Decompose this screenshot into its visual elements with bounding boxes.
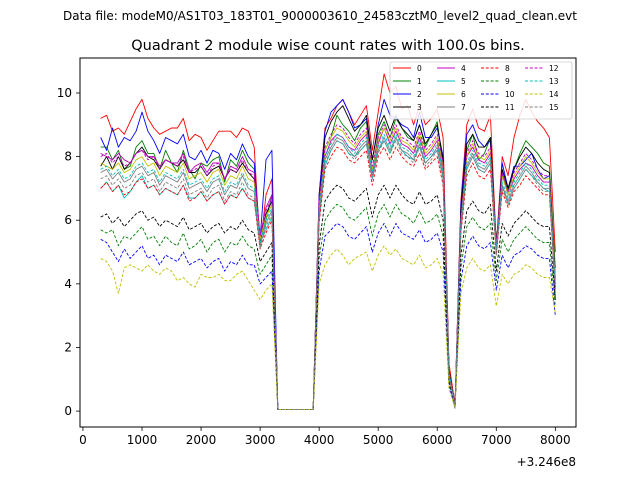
series-line-7 bbox=[100, 137, 556, 410]
legend-label-8: 8 bbox=[505, 64, 510, 73]
series-line-9 bbox=[100, 203, 556, 410]
series-line-11 bbox=[100, 184, 556, 410]
legend-label-3: 3 bbox=[417, 103, 422, 112]
legend-frame bbox=[389, 61, 573, 120]
legend-label-4: 4 bbox=[461, 64, 466, 73]
legend-label-7: 7 bbox=[461, 103, 466, 112]
series-line-15 bbox=[100, 140, 556, 410]
chart-title: Quadrant 2 module wise count rates with … bbox=[131, 38, 525, 54]
legend-label-2: 2 bbox=[417, 90, 422, 99]
y-tick-label: 2 bbox=[64, 340, 72, 354]
y-tick-label: 0 bbox=[64, 404, 72, 418]
x-tick-label: 7000 bbox=[481, 433, 512, 447]
legend-label-15: 15 bbox=[549, 103, 559, 112]
legend-label-11: 11 bbox=[505, 103, 515, 112]
series-line-6 bbox=[100, 127, 556, 410]
series-line-14 bbox=[100, 245, 556, 410]
x-tick-label: 3000 bbox=[245, 433, 276, 447]
legend-label-13: 13 bbox=[549, 77, 559, 86]
plot-area: 0 1000 2000 3000 4000 5000 6000 7000 8000 0 2 4 6 8 1… bbox=[57, 57, 577, 447]
y-tick-label: 4 bbox=[64, 277, 72, 291]
legend-label-14: 14 bbox=[549, 90, 559, 99]
x-tick-label: 2000 bbox=[186, 433, 217, 447]
x-tick-label: 1000 bbox=[127, 433, 158, 447]
legend-label-1: 1 bbox=[417, 77, 422, 86]
series-layer bbox=[100, 73, 556, 410]
y-tick-label: 8 bbox=[64, 150, 72, 164]
x-offset-label: +3.246e8 bbox=[517, 455, 576, 469]
series-line-2 bbox=[100, 98, 556, 410]
legend-label-6: 6 bbox=[461, 90, 466, 99]
y-tick-label: 6 bbox=[64, 213, 72, 227]
figure-suptitle: Data file: modeM0/AS1T03_183T01_90000036… bbox=[63, 9, 577, 23]
x-tick-label: 6000 bbox=[422, 433, 453, 447]
series-line-8 bbox=[100, 146, 556, 410]
legend-label-9: 9 bbox=[505, 77, 510, 86]
legend-label-10: 10 bbox=[505, 90, 515, 99]
legend-label-0: 0 bbox=[417, 64, 422, 73]
legend-label-12: 12 bbox=[549, 64, 559, 73]
series-line-0 bbox=[100, 73, 556, 410]
series-line-13 bbox=[100, 133, 556, 410]
x-tick-label: 4000 bbox=[304, 433, 335, 447]
x-tick-label: 5000 bbox=[363, 433, 394, 447]
series-line-10 bbox=[100, 222, 556, 410]
legend-label-5: 5 bbox=[461, 77, 466, 86]
series-line-12 bbox=[100, 124, 556, 410]
y-tick-label: 10 bbox=[57, 86, 72, 100]
x-tick-label: 0 bbox=[79, 433, 87, 447]
series-line-4 bbox=[100, 127, 556, 410]
x-axis: 0 1000 2000 3000 4000 5000 6000 7000 8000 bbox=[79, 427, 571, 447]
axes-frame bbox=[79, 57, 577, 428]
x-tick-label: 8000 bbox=[540, 433, 571, 447]
y-axis: 0 2 4 6 8 10 bbox=[57, 86, 80, 418]
